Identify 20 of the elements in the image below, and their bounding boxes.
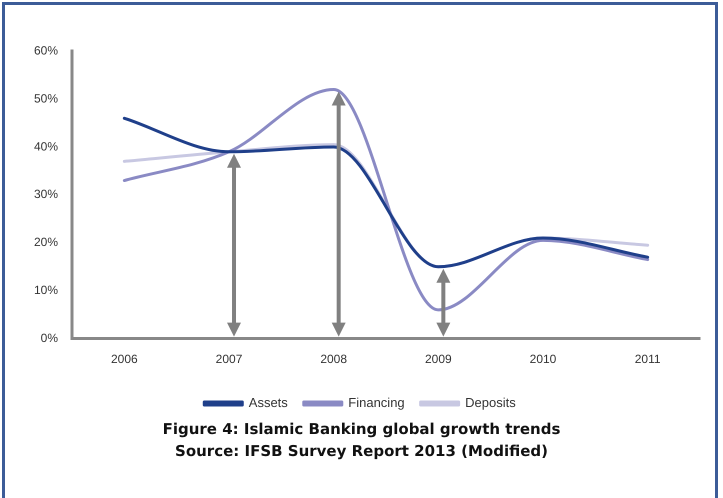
y-tick-label: 60% xyxy=(34,44,58,58)
x-tick-label: 2011 xyxy=(634,352,661,366)
source-note: Source: IFSB Survey Report 2013 (Modified) xyxy=(174,441,549,462)
legend-label: Assets xyxy=(248,395,288,410)
y-tick-label: 10% xyxy=(34,283,58,298)
x-tick-label: 2008 xyxy=(320,352,348,366)
text: Figure 4: Islamic Banking global growth trends xyxy=(162,419,562,440)
x-tick-label: 2007 xyxy=(216,352,243,366)
legend-label: Deposits xyxy=(465,395,516,410)
y-tick-label: 0% xyxy=(40,330,58,345)
x-tick-label: 2010 xyxy=(530,352,557,366)
legend-label: Financing xyxy=(348,395,405,410)
x-tick-label: 2006 xyxy=(111,352,138,366)
y-tick-label: 20% xyxy=(34,235,58,250)
line-series xyxy=(122,116,650,268)
y-tick-label: 30% xyxy=(34,187,58,202)
x-tick-label: 2009 xyxy=(424,352,452,366)
line-series xyxy=(122,88,650,312)
y-tick-label: 50% xyxy=(34,91,58,106)
y-tick-label: 40% xyxy=(34,139,58,154)
